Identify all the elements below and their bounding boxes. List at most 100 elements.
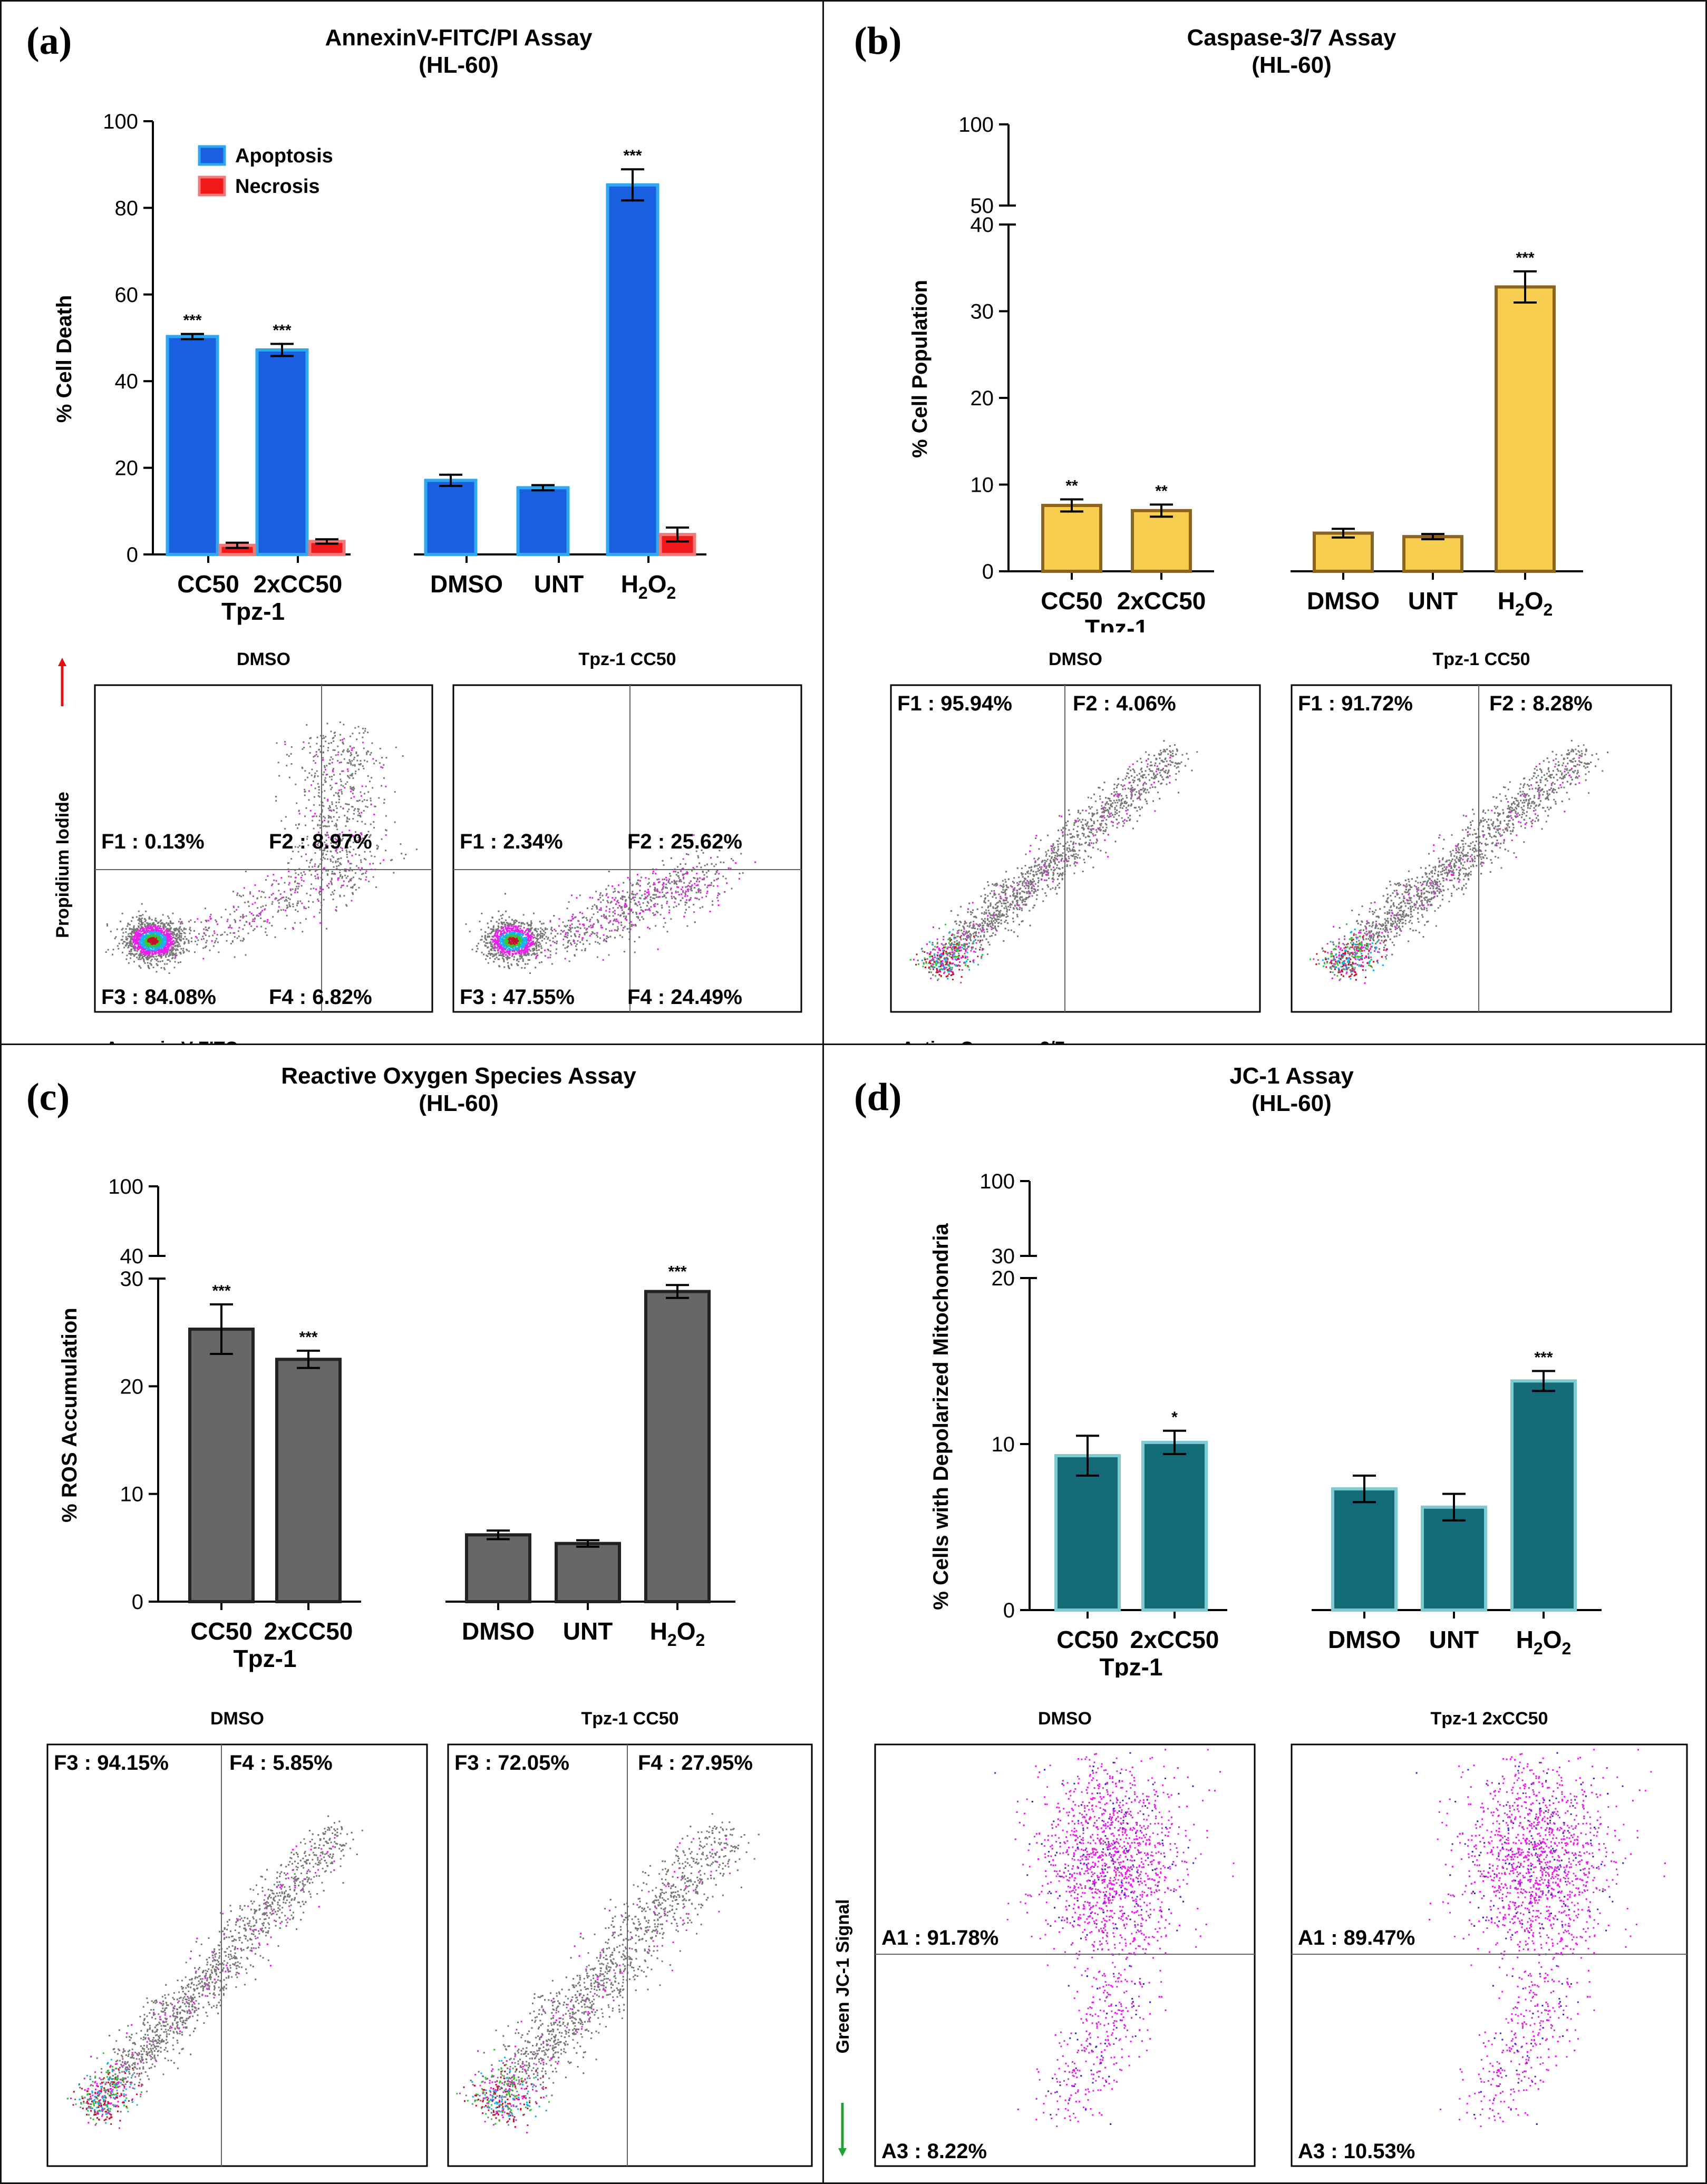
significance-label: *** xyxy=(1534,1349,1553,1366)
quadrant-label-f3: F3 : 47.55% xyxy=(460,986,575,1009)
y-tick-label: 40 xyxy=(971,213,994,237)
bar-chart-a: 0 20 40 60 80 100 % Cell Death *** *** *** CC50 2xC… xyxy=(53,110,706,625)
group-label: Tpz-1 xyxy=(233,1645,296,1672)
bar-jc-1 xyxy=(1054,1454,1121,1612)
panel-title-b-main: Caspase-3/7 Assay xyxy=(1044,24,1539,52)
y-tick-label: 80 xyxy=(115,197,139,220)
bar-apoptosis xyxy=(516,486,570,556)
quadrant-label-f1: F1 : 2.34% xyxy=(460,830,563,853)
panel-divider-horizontal xyxy=(0,1044,1707,1045)
y-tick-label: 30 xyxy=(992,1245,1015,1268)
bar-ros xyxy=(644,1290,711,1603)
quadrant-label-f2: F2 : 8.97% xyxy=(269,830,372,853)
panel-title-d-main: JC-1 Assay xyxy=(1044,1062,1539,1090)
x-tick-label: CC50 xyxy=(1056,1626,1119,1653)
x-tick-label: 2xCC50 xyxy=(1130,1626,1219,1653)
y-tick-label: 0 xyxy=(127,543,138,567)
flow-title: DMSO xyxy=(1049,649,1102,669)
x-tick-label: 2xCC50 xyxy=(254,570,343,598)
significance-label: *** xyxy=(273,322,291,339)
flow-y-axis-label: Green JC-1 Signal xyxy=(833,1899,853,2054)
flow-title: Tpz-1 CC50 xyxy=(1432,649,1530,669)
quadrant-label-a1: A1 : 89.47% xyxy=(1298,1926,1415,1949)
y-tick-label: 100 xyxy=(958,113,994,136)
y-axis-label: % ROS Accumulation xyxy=(58,1308,81,1522)
flow-scatter-cloud xyxy=(1415,1749,1666,2128)
bar-jc-1 xyxy=(1421,1505,1487,1612)
quadrant-label-f4: F4 : 24.49% xyxy=(627,986,742,1009)
panel-title-a-main: AnnexinV-FITC/PI Assay xyxy=(211,24,706,52)
bar-apoptosis xyxy=(255,348,309,556)
flow-scatter-cloud xyxy=(66,1815,363,2129)
bar-ros xyxy=(555,1542,621,1603)
panel-title-c-main: Reactive Oxygen Species Assay xyxy=(211,1062,706,1090)
significance-label: *** xyxy=(1516,249,1534,267)
bar-caspase-3-7 xyxy=(1402,535,1463,573)
y-tick-label: 20 xyxy=(120,1375,144,1398)
x-tick-label: DMSO xyxy=(1328,1626,1401,1653)
panel-title-a-sub: (HL-60) xyxy=(211,52,706,79)
bar-apoptosis xyxy=(424,479,478,556)
y-axis-label: % Cell Population xyxy=(908,280,932,458)
flow-plot-b-dmso: DMSO F1 : 95.94% F2 : 4.06% Active Caspase-… xyxy=(890,649,1261,1044)
significance-label: *** xyxy=(299,1329,317,1346)
significance-label: * xyxy=(1171,1409,1178,1426)
y-tick-label: 10 xyxy=(992,1433,1015,1456)
quadrant-label-f1: F1 : 0.13% xyxy=(101,830,205,853)
significance-label: *** xyxy=(212,1282,230,1300)
flow-plot-a-dmso: DMSO F1 : 0.13% F2 : 8.97% F3 : 84.08% F4 : … xyxy=(53,649,433,1044)
x-tick-label-h2o2: H2O2 xyxy=(1516,1626,1572,1658)
group-label: Tpz-1 xyxy=(1099,1653,1162,1678)
y-tick-label: 0 xyxy=(132,1591,143,1614)
flow-scatter-cloud xyxy=(1310,739,1609,984)
significance-label: ** xyxy=(1155,482,1168,500)
flow-plot-b-tpz1-cc50: Tpz-1 CC50 F1 : 91.72% F2 : 8.28% xyxy=(1291,649,1672,1013)
x-tick-label: 2xCC50 xyxy=(264,1617,353,1645)
panel-title-c: Reactive Oxygen Species Assay (HL-60) xyxy=(211,1062,706,1117)
x-tick-label-h2o2: H2O2 xyxy=(650,1617,705,1650)
quadrant-label-f3: F3 : 84.08% xyxy=(101,986,216,1009)
legend-swatch xyxy=(198,175,226,197)
group-label: Tpz-1 xyxy=(221,598,285,625)
bar-ros xyxy=(188,1328,255,1603)
quadrant-label-f2: F2 : 8.28% xyxy=(1489,692,1593,715)
flow-plot-frame xyxy=(874,1743,1256,2167)
x-tick-label: UNT xyxy=(1408,587,1458,615)
quadrant-label-f1: F1 : 95.94% xyxy=(897,692,1012,715)
flow-plot-frame xyxy=(447,1743,813,2167)
quadrant-label-f1: F1 : 91.72% xyxy=(1298,692,1413,715)
x-tick-label: DMSO xyxy=(1307,587,1380,615)
x-tick-label: UNT xyxy=(1429,1626,1479,1653)
quadrant-label-f4: F4 : 6.82% xyxy=(269,986,372,1009)
flow-scatter-cloud xyxy=(994,1749,1235,2128)
flow-plot-c-tpz1-cc50: Tpz-1 CC50 F3 : 72.05% F4 : 27.95% xyxy=(447,1709,813,2167)
quadrant-label-f3: F3 : 94.15% xyxy=(54,1751,169,1774)
x-tick-label: DMSO xyxy=(430,570,503,598)
significance-label: *** xyxy=(623,147,642,164)
x-tick-label: CC50 xyxy=(190,1617,253,1645)
panel-letter-b: (b) xyxy=(854,19,901,64)
y-tick-label: 40 xyxy=(115,370,139,393)
quadrant-label-a1: A1 : 91.78% xyxy=(881,1926,998,1949)
bar-jc-1 xyxy=(1141,1440,1208,1612)
panel-letter-d: (d) xyxy=(854,1075,901,1120)
panel-title-a: AnnexinV-FITC/PI Assay (HL-60) xyxy=(211,24,706,79)
quadrant-label-f4: F4 : 5.85% xyxy=(229,1751,333,1774)
x-tick-label: CC50 xyxy=(1041,587,1103,615)
panel-title-d: JC-1 Assay (HL-60) xyxy=(1044,1062,1539,1117)
flow-y-axis-label: Propidium Iodide xyxy=(53,792,73,938)
bar-apoptosis xyxy=(606,183,659,557)
bar-caspase-3-7 xyxy=(1041,503,1102,573)
legend-label: Apoptosis xyxy=(235,145,333,167)
quadrant-label-f2: F2 : 25.62% xyxy=(627,830,742,853)
legend-label: Necrosis xyxy=(235,175,320,198)
quadrant-label-f2: F2 : 4.06% xyxy=(1073,692,1176,715)
x-tick-label: 2xCC50 xyxy=(1117,587,1206,615)
panel-title-c-sub: (HL-60) xyxy=(211,1090,706,1117)
bar-jc-1 xyxy=(1510,1379,1577,1612)
bar-caspase-3-7 xyxy=(1313,531,1374,573)
panel-title-d-sub: (HL-60) xyxy=(1044,1090,1539,1117)
